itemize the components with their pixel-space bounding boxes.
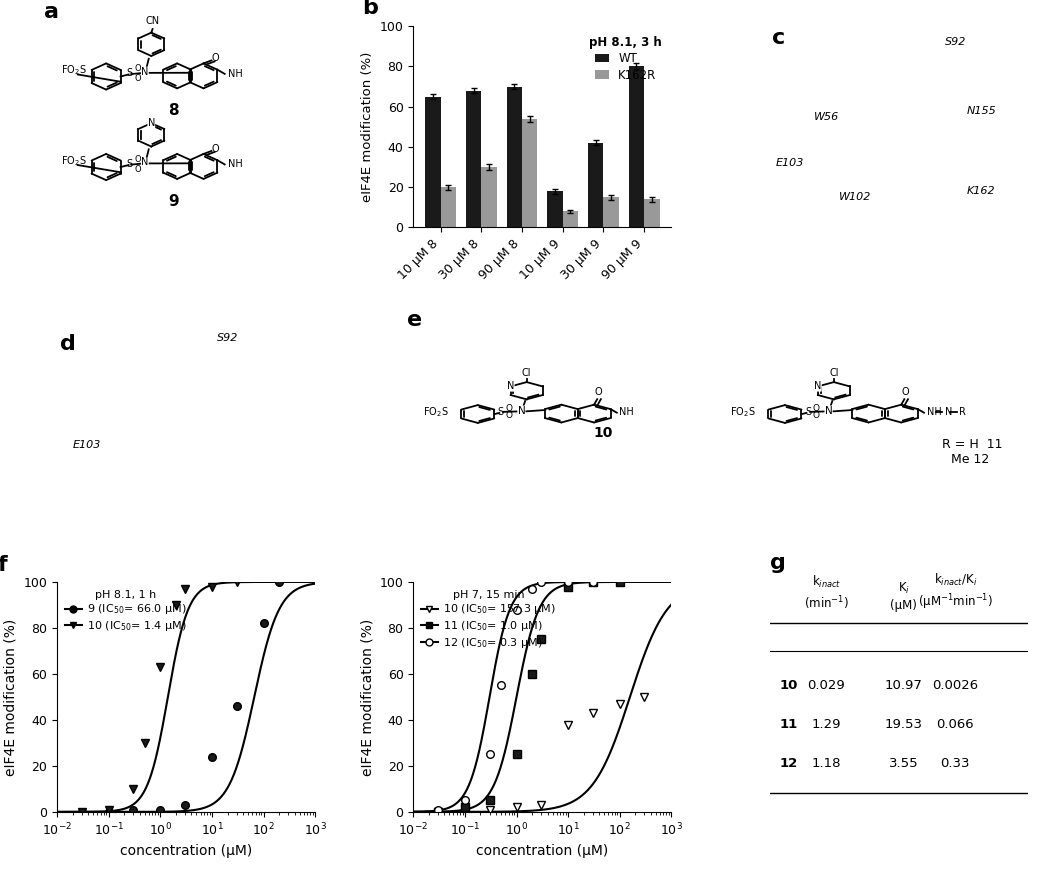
Text: 10: 10 <box>594 426 613 440</box>
Text: 0.029: 0.029 <box>808 679 845 692</box>
Text: 9: 9 <box>168 194 179 209</box>
Text: O: O <box>135 65 141 73</box>
Text: O: O <box>813 404 820 413</box>
Text: W56: W56 <box>814 112 839 121</box>
Text: 0.0026: 0.0026 <box>932 679 979 692</box>
Text: Me 12: Me 12 <box>951 453 989 466</box>
X-axis label: concentration (μM): concentration (μM) <box>476 844 608 858</box>
Text: O: O <box>813 411 820 420</box>
Text: CN: CN <box>145 17 160 26</box>
Text: 11: 11 <box>780 718 798 731</box>
Bar <box>563 211 578 227</box>
Text: FO$_2$S: FO$_2$S <box>61 64 86 78</box>
Text: N: N <box>147 118 155 128</box>
Text: NH: NH <box>619 407 633 417</box>
Text: 3.55: 3.55 <box>889 757 919 770</box>
Text: O: O <box>595 388 602 397</box>
Bar <box>440 187 456 227</box>
Text: FO$_2$S: FO$_2$S <box>61 155 86 168</box>
Text: N: N <box>507 382 515 391</box>
Legend: 9 (IC$_{50}$= 66.0 μM), 10 (IC$_{50}$= 1.4 μM): 9 (IC$_{50}$= 66.0 μM), 10 (IC$_{50}$= 1… <box>62 588 189 636</box>
Text: NH: NH <box>227 160 243 169</box>
Text: S: S <box>127 68 133 79</box>
Bar <box>507 86 522 227</box>
Text: d: d <box>59 334 76 354</box>
Text: O: O <box>506 404 513 413</box>
Text: N: N <box>141 157 148 168</box>
Bar <box>547 191 563 227</box>
Text: R: R <box>959 407 965 417</box>
Text: O: O <box>135 164 141 174</box>
Bar <box>588 143 603 227</box>
Legend: 10 (IC$_{50}$= 157.3 μM), 11 (IC$_{50}$= 1.0 μM), 12 (IC$_{50}$= 0.3 μM): 10 (IC$_{50}$= 157.3 μM), 11 (IC$_{50}$=… <box>419 588 558 652</box>
Text: K162: K162 <box>966 186 995 196</box>
Text: S: S <box>127 159 133 169</box>
Text: 1.18: 1.18 <box>812 757 841 770</box>
Bar <box>603 197 619 227</box>
Text: 0.066: 0.066 <box>936 718 974 731</box>
Text: N: N <box>518 406 525 416</box>
Bar <box>645 199 660 227</box>
Text: NH: NH <box>227 69 243 79</box>
Text: O: O <box>135 74 141 83</box>
Y-axis label: eIF4E modification (%): eIF4E modification (%) <box>361 52 374 202</box>
Text: b: b <box>361 0 378 18</box>
Text: Cl: Cl <box>522 368 531 378</box>
Text: N155: N155 <box>966 106 996 116</box>
Text: O: O <box>506 411 513 420</box>
Bar <box>466 91 482 227</box>
Text: FO$_2$S: FO$_2$S <box>422 405 448 419</box>
Legend: WT, K162R: WT, K162R <box>585 32 665 86</box>
Text: 12: 12 <box>780 757 798 770</box>
Text: Cl: Cl <box>829 368 839 378</box>
Text: k$_{inact}$/K$_i$
(μM$^{-1}$min$^{-1}$): k$_{inact}$/K$_i$ (μM$^{-1}$min$^{-1}$) <box>918 572 993 612</box>
Text: 19.53: 19.53 <box>884 718 923 731</box>
Text: N: N <box>825 406 832 416</box>
Y-axis label: eIF4E modification (%): eIF4E modification (%) <box>4 618 18 775</box>
Text: 10.97: 10.97 <box>884 679 923 692</box>
Text: W102: W102 <box>839 192 871 203</box>
Text: c: c <box>772 28 786 48</box>
Text: K$_i$
(μM): K$_i$ (μM) <box>891 581 918 612</box>
Text: E103: E103 <box>776 158 804 168</box>
Text: a: a <box>45 2 59 22</box>
Text: E103: E103 <box>73 440 101 450</box>
Text: 10: 10 <box>780 679 798 692</box>
Y-axis label: eIF4E modification (%): eIF4E modification (%) <box>360 618 374 775</box>
Text: g: g <box>769 553 786 573</box>
Bar <box>425 97 440 227</box>
Text: S92: S92 <box>945 38 966 47</box>
Text: N: N <box>814 382 821 391</box>
Text: R = H  11: R = H 11 <box>941 438 1002 451</box>
Bar <box>629 66 645 227</box>
Text: S92: S92 <box>217 333 239 343</box>
Text: k$_{inact}$
(min$^{-1}$): k$_{inact}$ (min$^{-1}$) <box>803 574 849 612</box>
Text: e: e <box>407 310 422 330</box>
Text: 1.29: 1.29 <box>812 718 841 731</box>
Text: O: O <box>135 155 141 164</box>
Bar <box>522 119 538 227</box>
Text: O: O <box>212 53 219 63</box>
Text: S: S <box>498 407 503 416</box>
Text: 0.33: 0.33 <box>940 757 971 770</box>
Text: N: N <box>946 407 953 417</box>
Text: O: O <box>212 143 219 154</box>
Text: FO$_2$S: FO$_2$S <box>730 405 756 419</box>
Text: NH: NH <box>927 407 941 417</box>
Bar <box>482 167 497 227</box>
Text: S: S <box>804 407 811 416</box>
Text: f: f <box>0 555 7 575</box>
X-axis label: concentration (μM): concentration (μM) <box>120 844 252 858</box>
Text: 8: 8 <box>168 103 179 118</box>
Text: O: O <box>902 388 909 397</box>
Text: N: N <box>141 67 148 77</box>
